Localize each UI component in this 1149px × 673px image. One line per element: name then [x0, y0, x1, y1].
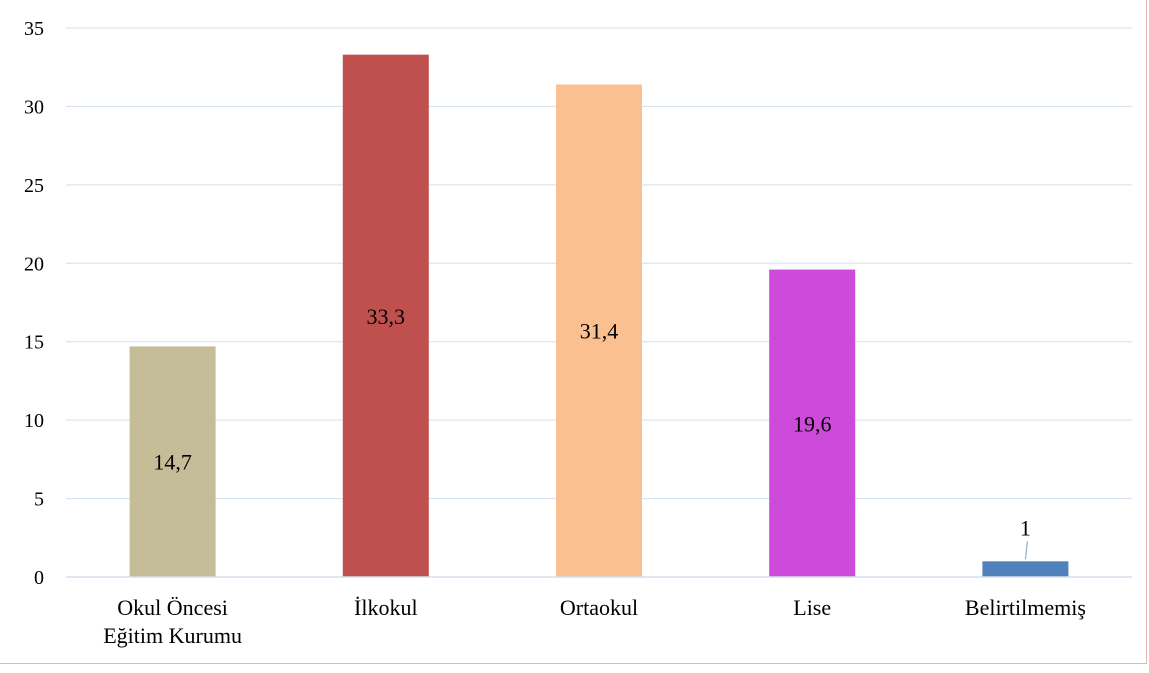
- data-label-leader-line: [1024, 541, 1028, 560]
- bar: [982, 561, 1069, 577]
- bars: [129, 54, 1069, 578]
- data-label: 1: [1020, 515, 1031, 540]
- x-category-label: İlkokul: [354, 595, 418, 620]
- bar: [129, 346, 216, 577]
- data-label: 31,4: [580, 319, 619, 344]
- y-tick-label: 35: [24, 18, 44, 40]
- x-axis-category-labels: Okul Öncesi Eğitim Kurumu İlkokul Ortaokul L…: [103, 595, 1086, 648]
- x-category-label-line: Eğitim Kurumu: [103, 623, 242, 648]
- y-tick-label: 0: [34, 567, 44, 589]
- x-category-label-line: Belirtilmemiş: [965, 595, 1086, 620]
- y-tick-label: 10: [24, 410, 44, 432]
- data-label: 14,7: [153, 450, 192, 475]
- data-label: 33,3: [367, 304, 406, 329]
- y-tick-label: 30: [24, 96, 44, 118]
- y-tick-label: 20: [24, 253, 44, 275]
- y-tick-label: 25: [24, 175, 44, 197]
- x-category-label-line: İlkokul: [354, 595, 418, 620]
- bar: [342, 54, 429, 578]
- y-tick-label: 5: [34, 489, 44, 511]
- x-category-label-line: Okul Öncesi: [117, 595, 228, 620]
- bar: [769, 269, 856, 577]
- x-category-label: Belirtilmemiş: [965, 595, 1086, 620]
- x-category-label-line: Lise: [793, 595, 831, 620]
- y-tick-label: 15: [24, 332, 44, 354]
- bar: [556, 84, 642, 578]
- x-category-label-line: Ortaokul: [560, 595, 638, 620]
- y-axis-tick-labels: 0 5 10 15 20 25 30 35: [24, 18, 44, 589]
- data-label: 19,6: [793, 411, 832, 436]
- x-category-label: Lise: [793, 595, 831, 620]
- x-category-label: Okul Öncesi Eğitim Kurumu: [103, 595, 242, 648]
- data-labels: 14,7 33,3 31,4 19,6 1: [153, 304, 1031, 560]
- x-category-label: Ortaokul: [560, 595, 638, 620]
